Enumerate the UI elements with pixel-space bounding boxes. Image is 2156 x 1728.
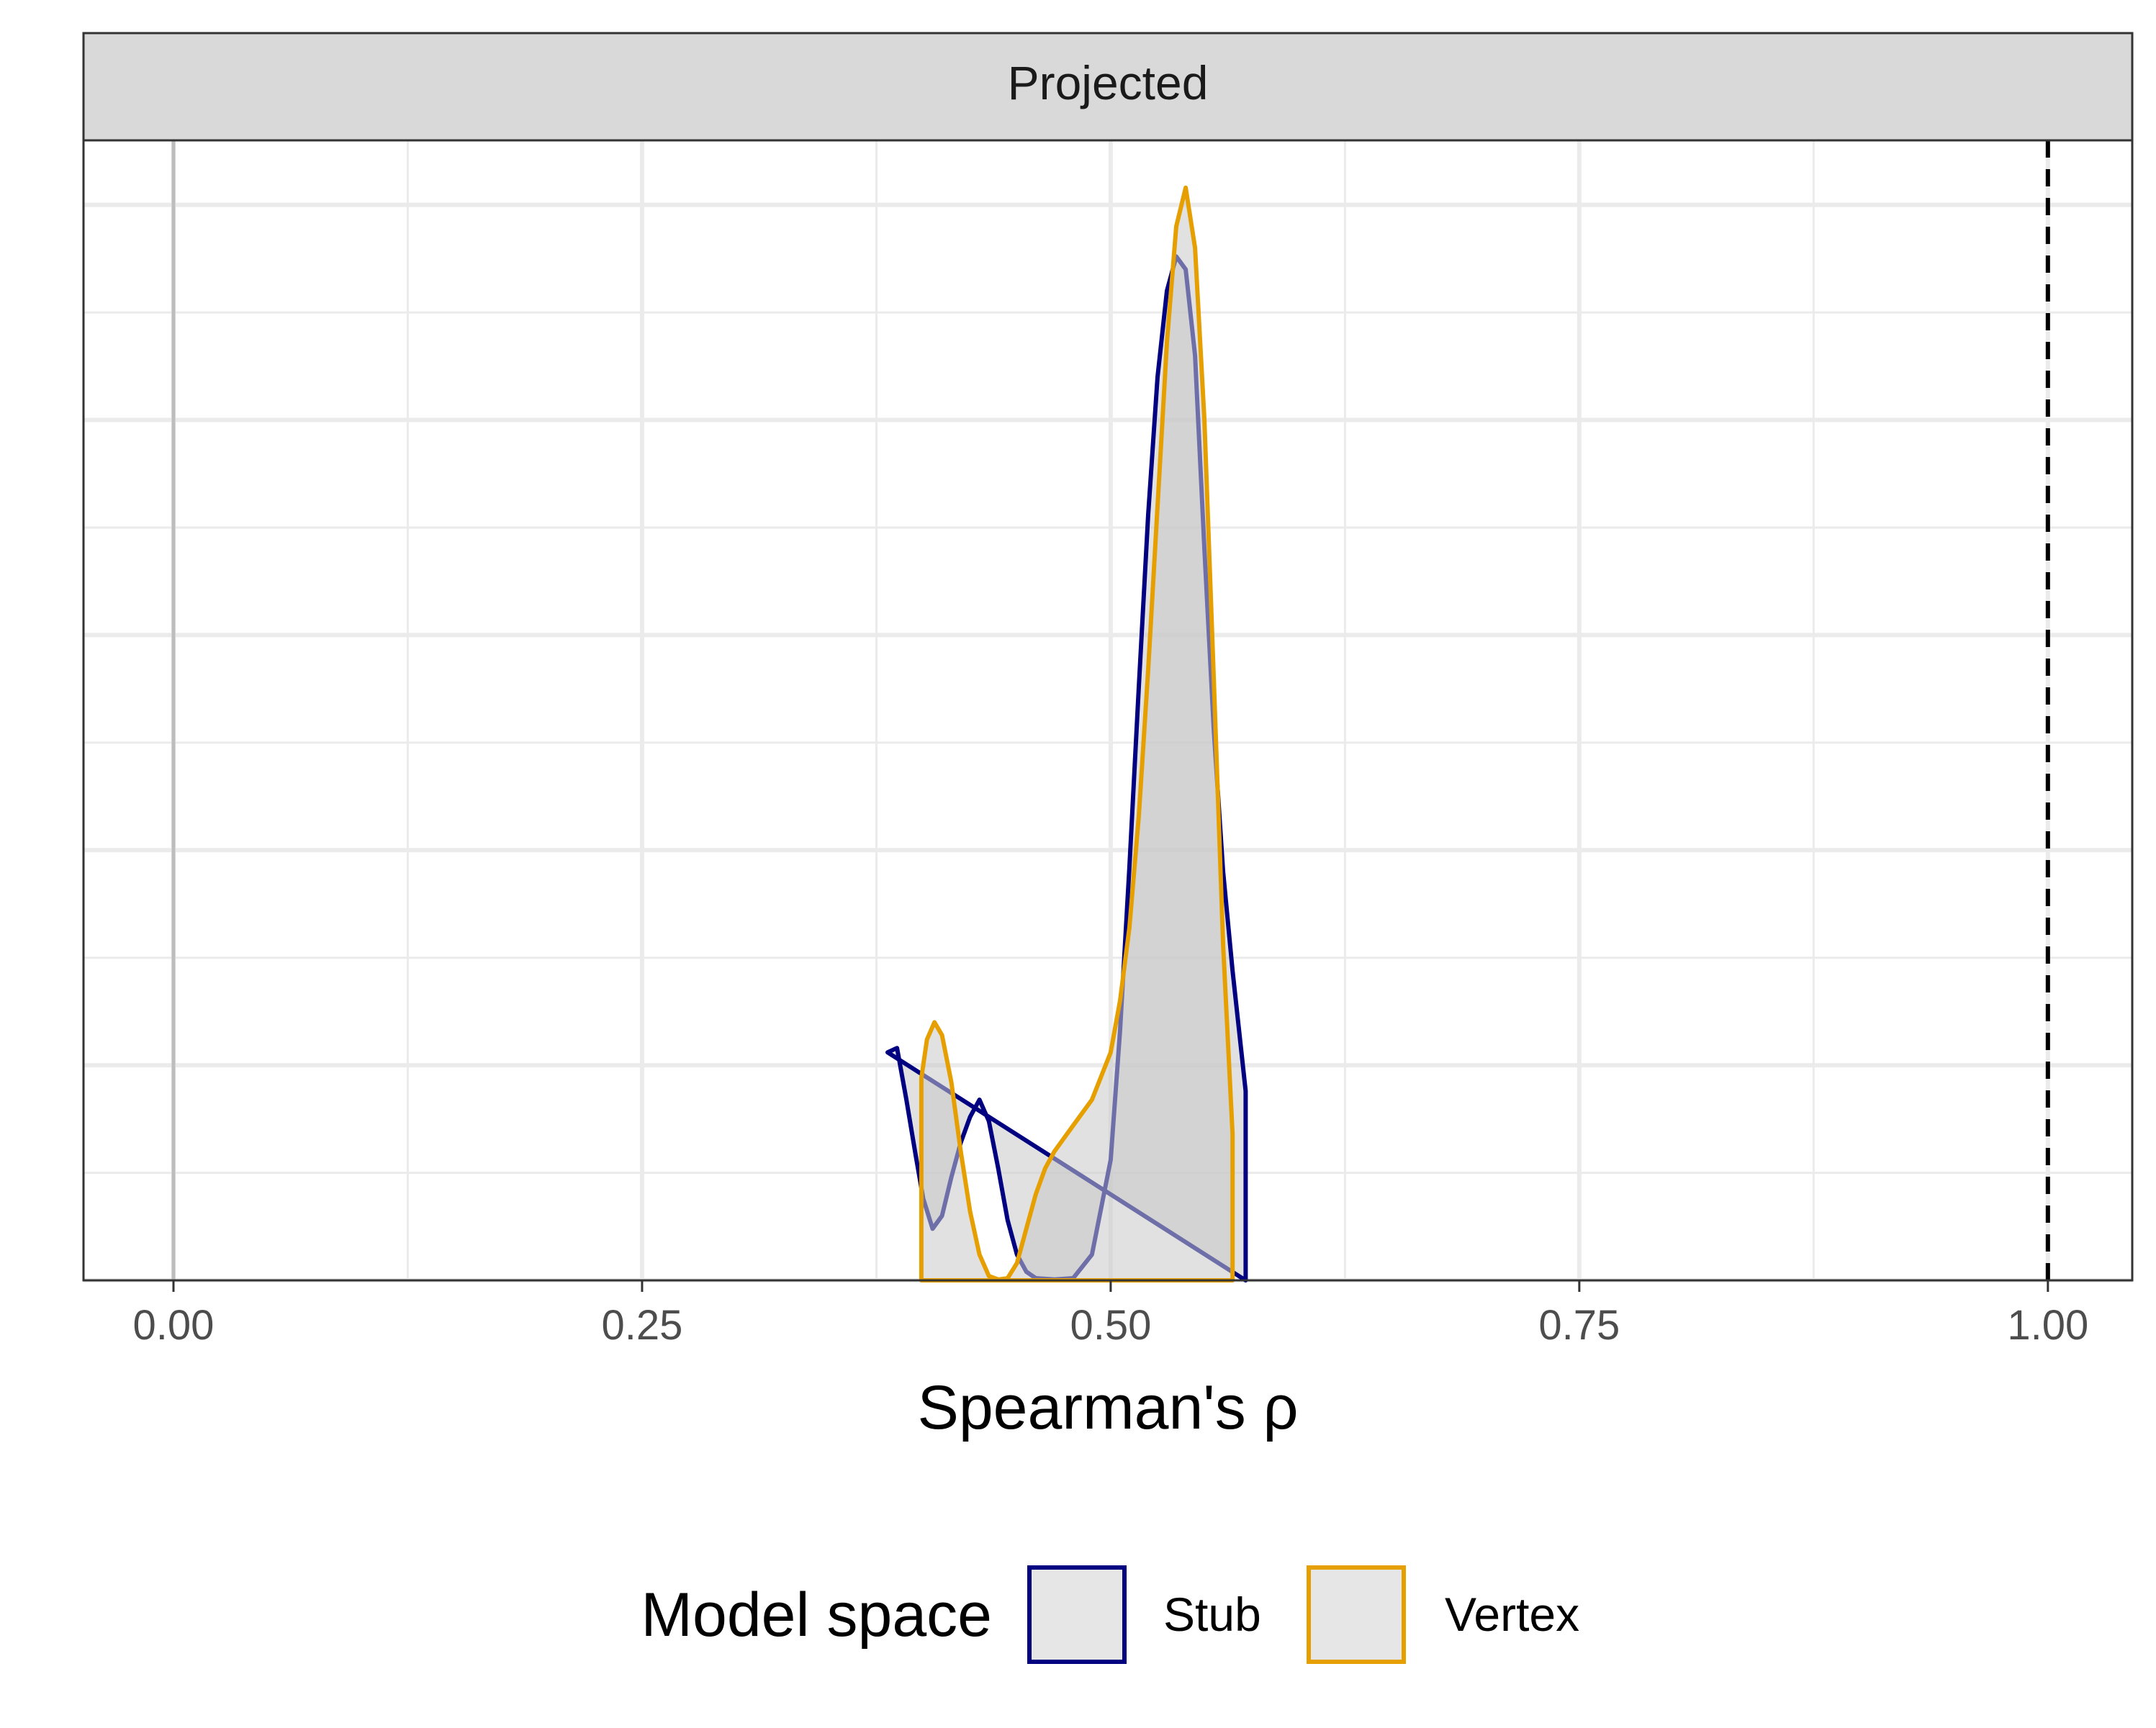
facet-label: Projected [1008,56,1209,109]
x-tick-label: 0.75 [1538,1302,1620,1349]
density-series [885,185,1248,1283]
x-tick-label: 0.25 [601,1302,682,1349]
legend-key-stub [1027,1565,1127,1664]
x-tick-label: 0.50 [1070,1302,1151,1349]
x-axis-title: Spearman's ρ [917,1373,1298,1442]
legend: Model space Stub Vertex [641,1565,1579,1664]
density-vertex [919,185,1235,1283]
legend-items: Stub Vertex [1027,1565,1579,1664]
plot-panel-border [82,139,2134,1282]
legend-title: Model space [641,1580,992,1650]
legend-key-vertex [1307,1565,1406,1664]
x-axis: 0.00 0.25 0.50 0.75 1.00 [133,1280,2088,1349]
facet-strip [82,32,2134,142]
x-tick-label: 1.00 [2007,1302,2088,1349]
legend-label-stub: Stub [1163,1588,1261,1641]
legend-label-vertex: Vertex [1445,1588,1579,1641]
reference-lines [171,140,2050,1280]
x-tick-label: 0.00 [133,1302,215,1349]
